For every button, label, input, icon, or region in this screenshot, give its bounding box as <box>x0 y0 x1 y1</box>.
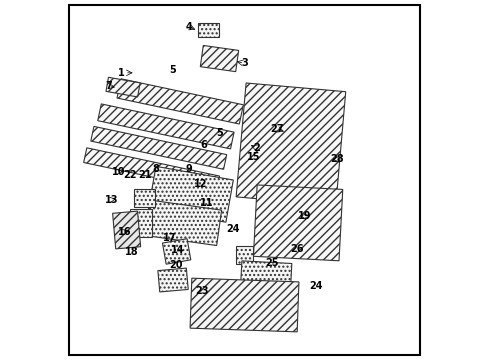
Text: 15: 15 <box>246 153 260 162</box>
Bar <box>130 208 151 237</box>
Bar <box>112 211 141 249</box>
Text: 25: 25 <box>265 258 279 268</box>
Bar <box>240 261 291 299</box>
Bar <box>235 246 253 264</box>
Bar <box>91 126 226 169</box>
Bar <box>200 45 238 72</box>
Bar <box>162 239 190 264</box>
Text: 26: 26 <box>290 244 304 253</box>
Text: 24: 24 <box>226 224 239 234</box>
Bar <box>158 268 188 292</box>
Text: 3: 3 <box>241 58 247 68</box>
Bar <box>148 166 233 222</box>
Text: 13: 13 <box>104 195 118 204</box>
Bar <box>253 185 342 261</box>
Bar <box>98 104 234 149</box>
Text: 10: 10 <box>112 167 125 177</box>
Bar <box>134 189 155 207</box>
Bar <box>83 148 219 191</box>
Text: 4: 4 <box>185 22 192 32</box>
Text: 8: 8 <box>153 164 160 174</box>
Text: 24: 24 <box>308 281 322 291</box>
Text: 18: 18 <box>124 247 138 257</box>
Text: 23: 23 <box>195 287 208 296</box>
Text: 20: 20 <box>169 260 183 270</box>
Text: 28: 28 <box>329 154 343 164</box>
Text: 22: 22 <box>123 170 137 180</box>
Bar <box>236 83 345 206</box>
Text: 1: 1 <box>118 68 124 78</box>
Text: 17: 17 <box>163 233 176 243</box>
Text: 11: 11 <box>199 198 213 208</box>
Text: 7: 7 <box>105 81 112 91</box>
Text: 6: 6 <box>200 140 206 150</box>
Text: 12: 12 <box>194 179 207 189</box>
Bar <box>106 77 140 97</box>
Text: 21: 21 <box>138 170 152 180</box>
Bar <box>190 278 298 332</box>
Text: 19: 19 <box>297 211 311 221</box>
Text: 5: 5 <box>216 128 223 138</box>
Text: 16: 16 <box>118 227 131 237</box>
Text: 2: 2 <box>253 143 260 153</box>
Bar <box>117 79 243 124</box>
Text: 27: 27 <box>269 124 283 134</box>
Bar <box>145 200 221 246</box>
Text: 5: 5 <box>169 65 176 75</box>
Text: 14: 14 <box>171 245 184 255</box>
Bar <box>198 23 219 37</box>
Text: 9: 9 <box>185 164 192 174</box>
